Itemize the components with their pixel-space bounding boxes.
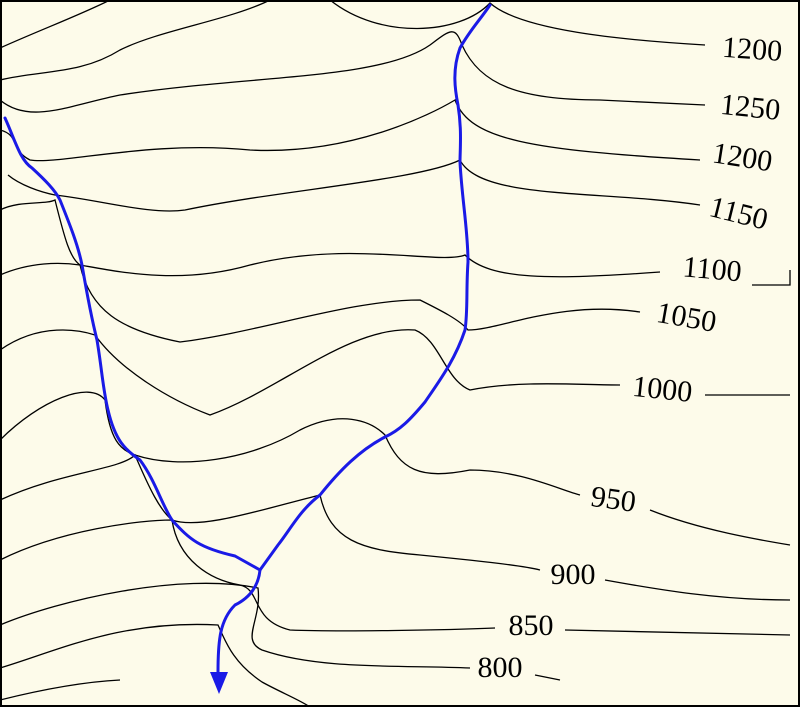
contour-line <box>0 0 271 81</box>
contour-line <box>0 262 641 343</box>
contour-line <box>0 99 701 162</box>
contour-label: 850 <box>509 609 554 642</box>
contour-label: 1000 <box>631 370 694 409</box>
contour-line <box>564 629 791 636</box>
contour-line <box>0 679 121 701</box>
contour-label: 900 <box>551 558 596 591</box>
contour-label: 950 <box>589 480 638 519</box>
contour-label: 1100 <box>681 250 743 288</box>
contour-line <box>7 159 701 212</box>
contour-label: 800 <box>478 651 523 684</box>
contour-line <box>0 0 111 49</box>
contour-label: 1250 <box>719 88 782 127</box>
left-stream <box>3 116 262 572</box>
contour-line <box>0 199 661 278</box>
main-stream <box>216 568 262 674</box>
flow-arrow <box>210 672 228 694</box>
contour-line <box>534 674 561 681</box>
right-stream <box>258 3 492 572</box>
contour-line <box>649 509 791 546</box>
contour-line <box>752 270 791 286</box>
contour-line <box>329 0 706 46</box>
contour-line <box>0 31 706 113</box>
contour-line <box>604 579 791 601</box>
contour-line <box>0 453 541 571</box>
streams <box>3 3 492 694</box>
contour-line <box>0 582 471 669</box>
contour-line <box>0 623 311 707</box>
contour-label: 1200 <box>721 31 783 68</box>
